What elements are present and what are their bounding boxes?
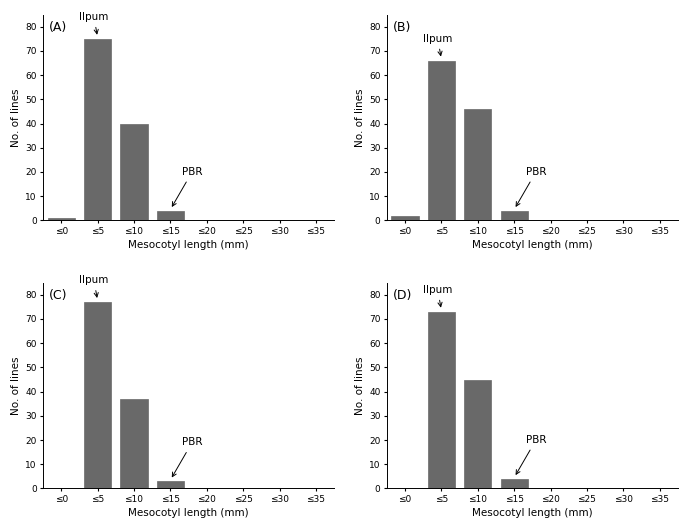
Y-axis label: No. of lines: No. of lines	[355, 357, 365, 415]
Bar	[500, 479, 528, 488]
Text: Ilpum: Ilpum	[79, 12, 109, 34]
X-axis label: Mesocotyl length (mm): Mesocotyl length (mm)	[472, 508, 593, 518]
Text: Ilpum: Ilpum	[79, 275, 109, 297]
Bar	[428, 312, 455, 488]
Bar	[156, 211, 184, 221]
Text: (D): (D)	[393, 289, 412, 302]
Text: (B): (B)	[393, 21, 411, 34]
X-axis label: Mesocotyl length (mm): Mesocotyl length (mm)	[128, 508, 249, 518]
Bar	[48, 218, 75, 221]
Text: PBR: PBR	[516, 435, 546, 474]
Y-axis label: No. of lines: No. of lines	[11, 88, 21, 147]
Text: PBR: PBR	[172, 167, 203, 206]
Text: PBR: PBR	[516, 167, 546, 206]
Bar	[84, 302, 111, 488]
Bar	[464, 379, 491, 488]
Bar	[121, 399, 147, 488]
X-axis label: Mesocotyl length (mm): Mesocotyl length (mm)	[472, 240, 593, 250]
Y-axis label: No. of lines: No. of lines	[11, 357, 21, 415]
Text: (C): (C)	[49, 289, 68, 302]
Bar	[428, 61, 455, 221]
X-axis label: Mesocotyl length (mm): Mesocotyl length (mm)	[128, 240, 249, 250]
Y-axis label: No. of lines: No. of lines	[355, 88, 365, 147]
Bar	[156, 481, 184, 488]
Bar	[464, 109, 491, 221]
Text: Ilpum: Ilpum	[423, 34, 453, 56]
Bar	[500, 211, 528, 221]
Text: PBR: PBR	[172, 437, 203, 477]
Bar	[121, 124, 147, 221]
Text: Ilpum: Ilpum	[423, 285, 453, 307]
Text: (A): (A)	[49, 21, 67, 34]
Bar	[84, 39, 111, 221]
Bar	[391, 215, 419, 221]
